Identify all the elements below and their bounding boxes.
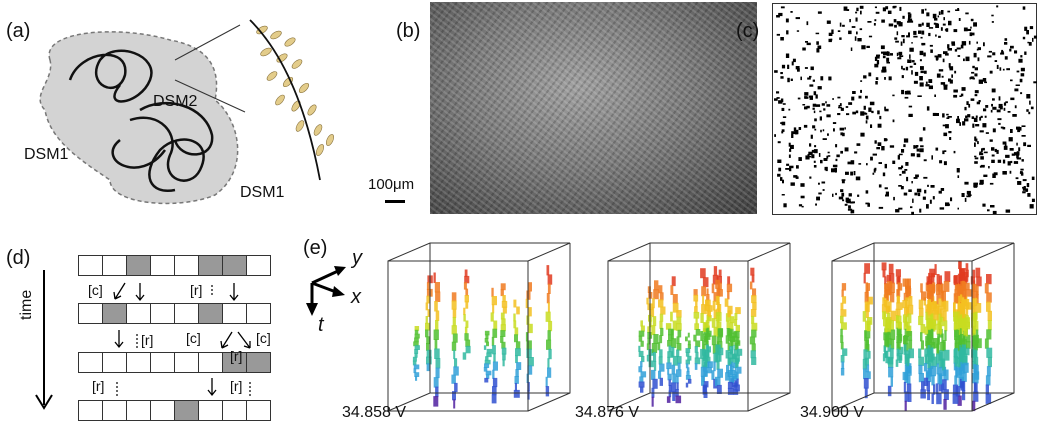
scale-bar-label: 100μm (368, 176, 415, 193)
axis-y-label: y (352, 247, 362, 269)
annot-r-row2: [r] (141, 332, 154, 348)
annot-r2-row2: [r] (230, 348, 243, 364)
annot-c1-row2: [c] (186, 330, 201, 346)
dsm2-label: DSM2 (153, 93, 198, 110)
panel-a-label: (a) (6, 20, 31, 42)
cell (246, 255, 271, 276)
axis-x-label: x (351, 286, 361, 308)
voltage-3: 34.900 V (800, 404, 865, 421)
voltage-2: 34.876 V (575, 404, 640, 421)
annot-r-row1: [r] (190, 282, 203, 298)
panel-c-label: (c) (736, 20, 760, 42)
panel-e-label: (e) (303, 237, 328, 259)
annot-c-row1: [c] (88, 282, 103, 298)
annot-r-row3a: [r] (92, 378, 105, 394)
panel-a-illustration (39, 19, 335, 205)
cell (246, 352, 271, 373)
annot-c2-row2: [c] (256, 330, 271, 346)
time-arrow (35, 270, 53, 410)
annot-r-row3b: [r] (230, 378, 243, 394)
axis-t-label: t (318, 314, 324, 336)
scale-bar (385, 200, 405, 203)
voltage-1: 34.858 V (342, 404, 407, 421)
panel-b-label: (b) (396, 20, 421, 42)
micrograph-image (430, 2, 757, 214)
cell (246, 303, 271, 324)
dsm1-left-label: DSM1 (24, 146, 69, 163)
panel-d-label: (d) (6, 247, 31, 269)
dsm1-right-label: DSM1 (240, 184, 285, 201)
binary-map (772, 3, 1037, 215)
cell-rows (78, 255, 271, 421)
axes-triad (306, 266, 346, 316)
cell (246, 400, 271, 421)
